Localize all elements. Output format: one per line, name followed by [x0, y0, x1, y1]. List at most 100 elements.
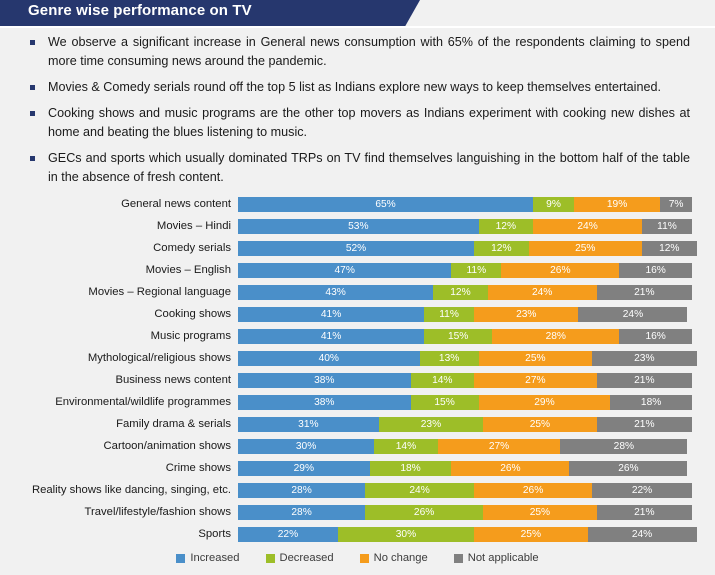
chart-row: Family drama & serials 31% 23% 25% 21% — [0, 413, 715, 435]
category-label: Reality shows like dancing, singing, etc… — [31, 484, 231, 496]
bar-track: 22% 30% 25% 24% — [238, 526, 697, 542]
stacked-bar-chart: General news content 65% 9% 19% 7% Movies – H… — [0, 193, 715, 545]
bar-track: 40% 13% 25% 23% — [238, 350, 697, 366]
bar-segment-increased: 41% — [238, 306, 425, 322]
bullet-item: GECs and sports which usually dominated … — [30, 149, 690, 187]
category-label: Crime shows — [165, 462, 231, 474]
legend-label: Decreased — [279, 552, 334, 564]
bullet-square-icon — [30, 156, 35, 161]
bar-segment-increased: 28% — [238, 482, 366, 498]
chart-legend: Increased Decreased No change Not applicabl… — [0, 552, 715, 564]
bar-segment-not-applicable: 22% — [592, 482, 692, 498]
bar-segment-decreased: 24% — [365, 482, 475, 498]
bullet-list: We observe a significant increase in Gen… — [30, 33, 690, 194]
category-label: Comedy serials — [153, 242, 231, 254]
chart-row: Environmental/wildlife programmes 38% 15% 2… — [0, 391, 715, 413]
bar-segment-not-applicable: 26% — [569, 460, 688, 476]
category-label: Environmental/wildlife programmes — [55, 396, 231, 408]
bar-segment-not-applicable: 24% — [587, 526, 697, 542]
bullet-text: Movies & Comedy serials round off the to… — [48, 80, 661, 94]
bar-track: 28% 26% 25% 21% — [238, 504, 692, 520]
bar-segment-increased: 31% — [238, 416, 379, 432]
bar-segment-decreased: 11% — [451, 262, 502, 278]
category-label: Movies – English — [145, 264, 231, 276]
bullet-text: Cooking shows and music programs are the… — [48, 106, 690, 139]
chart-row: Sports 22% 30% 25% 24% — [0, 523, 715, 545]
bar-segment-decreased: 15% — [424, 328, 493, 344]
bullet-item: We observe a significant increase in Gen… — [30, 33, 690, 71]
bar-segment-decreased: 14% — [410, 372, 475, 388]
bar-segment-increased: 22% — [238, 526, 338, 542]
bar-segment-not-applicable: 11% — [642, 218, 692, 234]
bar-segment-no-change: 25% — [478, 350, 593, 366]
category-label: Travel/lifestyle/fashion shows — [84, 506, 231, 518]
bar-track: 65% 9% 19% 7% — [238, 196, 692, 212]
chart-row: Music programs 41% 15% 28% 16% — [0, 325, 715, 347]
chart-row: Movies – English 47% 11% 26% 16% — [0, 259, 715, 281]
bar-segment-not-applicable: 21% — [596, 372, 692, 388]
bar-segment-increased: 38% — [238, 394, 411, 410]
chart-row: Travel/lifestyle/fashion shows 28% 26% 25% 2… — [0, 501, 715, 523]
bullet-square-icon — [30, 111, 35, 116]
bar-segment-no-change: 26% — [451, 460, 570, 476]
legend-swatch-icon — [359, 553, 369, 563]
page-title: Genre wise performance on TV — [28, 2, 252, 19]
bar-segment-increased: 53% — [238, 218, 479, 234]
bar-track: 30% 14% 27% 28% — [238, 438, 692, 454]
bar-track: 38% 14% 27% 21% — [238, 372, 692, 388]
bar-track: 41% 11% 23% 24% — [238, 306, 692, 322]
legend-label: Increased — [190, 552, 240, 564]
bar-segment-decreased: 26% — [365, 504, 484, 520]
category-label: Family drama & serials — [116, 418, 231, 430]
bar-segment-no-change: 25% — [483, 416, 597, 432]
category-label: Sports — [198, 528, 231, 540]
bar-segment-no-change: 25% — [528, 240, 643, 256]
chart-row: Movies – Hindi 53% 12% 24% 11% — [0, 215, 715, 237]
bar-segment-not-applicable: 24% — [578, 306, 688, 322]
bar-track: 41% 15% 28% 16% — [238, 328, 692, 344]
bar-segment-no-change: 26% — [474, 482, 593, 498]
category-label: Business news content — [115, 374, 231, 386]
chart-row: Cooking shows 41% 11% 23% 24% — [0, 303, 715, 325]
bar-segment-decreased: 13% — [419, 350, 479, 366]
legend-label: No change — [373, 552, 428, 564]
bar-segment-not-applicable: 16% — [619, 328, 692, 344]
bar-segment-no-change: 28% — [492, 328, 620, 344]
legend-item[interactable]: Decreased — [265, 552, 334, 564]
bar-segment-no-change: 19% — [573, 196, 661, 212]
chart-row: Crime shows 29% 18% 26% 26% — [0, 457, 715, 479]
header-divider — [0, 26, 715, 28]
bar-segment-no-change: 24% — [487, 284, 597, 300]
bar-segment-decreased: 14% — [374, 438, 438, 454]
bar-segment-increased: 65% — [238, 196, 534, 212]
bar-track: 53% 12% 24% 11% — [238, 218, 692, 234]
bar-segment-decreased: 9% — [533, 196, 574, 212]
legend-item[interactable]: Not applicable — [453, 552, 539, 564]
bar-segment-no-change: 27% — [474, 372, 597, 388]
category-label: Music programs — [150, 330, 231, 342]
bar-segment-no-change: 25% — [474, 526, 588, 542]
bullet-text: GECs and sports which usually dominated … — [48, 151, 690, 184]
bar-track: 43% 12% 24% 21% — [238, 284, 692, 300]
bar-segment-no-change: 23% — [474, 306, 579, 322]
category-label: Mythological/religious shows — [87, 352, 231, 364]
bar-track: 28% 24% 26% 22% — [238, 482, 692, 498]
legend-item[interactable]: Increased — [176, 552, 240, 564]
bar-segment-not-applicable: 21% — [596, 416, 692, 432]
category-label: Movies – Hindi — [156, 220, 231, 232]
bar-segment-increased: 40% — [238, 350, 420, 366]
bullet-square-icon — [30, 85, 35, 90]
bar-segment-decreased: 23% — [378, 416, 484, 432]
bar-segment-not-applicable: 28% — [560, 438, 688, 454]
bar-segment-not-applicable: 18% — [610, 394, 692, 410]
chart-row: Movies – Regional language 43% 12% 24% 21% — [0, 281, 715, 303]
chart-row: Mythological/religious shows 40% 13% 25% 23% — [0, 347, 715, 369]
bar-segment-not-applicable: 21% — [596, 504, 692, 520]
chart-row: Reality shows like dancing, singing, etc… — [0, 479, 715, 501]
bar-segment-no-change: 24% — [533, 218, 643, 234]
legend-item[interactable]: No change — [359, 552, 428, 564]
legend-label: Not applicable — [467, 552, 539, 564]
bar-segment-not-applicable: 21% — [596, 284, 692, 300]
bar-track: 47% 11% 26% 16% — [238, 262, 692, 278]
legend-swatch-icon — [176, 553, 186, 563]
